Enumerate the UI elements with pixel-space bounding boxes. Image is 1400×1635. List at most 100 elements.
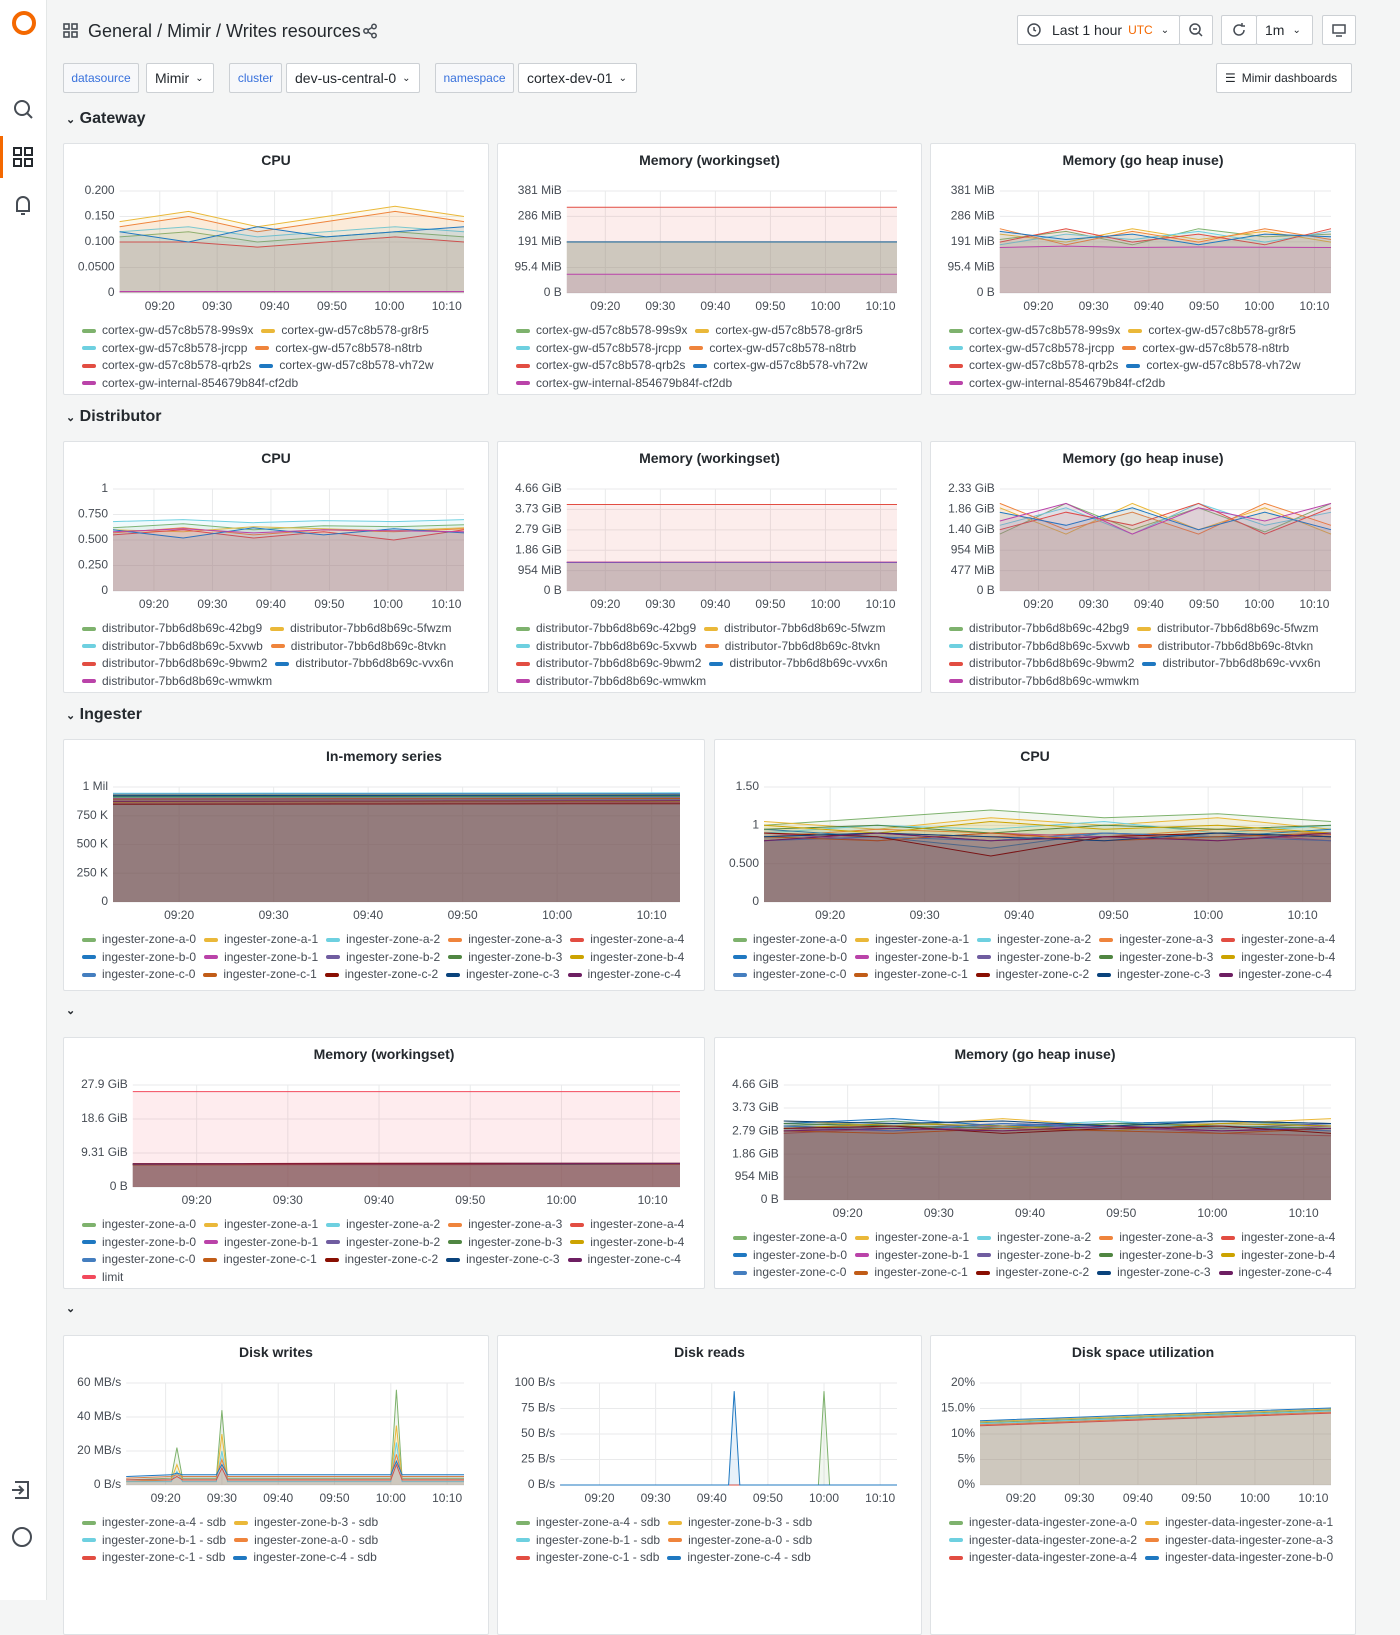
legend-item[interactable]: limit — [82, 1269, 123, 1287]
legend-item[interactable]: ingester-zone-c-2 — [325, 966, 438, 984]
breadcrumb-path[interactable]: / Mimir / Writes resources — [157, 21, 361, 41]
legend-item[interactable]: cortex-gw-d57c8b578-vh72w — [1126, 357, 1300, 375]
legend-item[interactable]: ingester-zone-b-4 — [1221, 1247, 1335, 1265]
legend-item[interactable]: ingester-zone-a-3 — [448, 1216, 562, 1234]
legend-item[interactable]: cortex-gw-d57c8b578-gr8r5 — [1128, 322, 1295, 340]
legend-item[interactable]: cortex-gw-d57c8b578-99s9x — [949, 322, 1120, 340]
legend-item[interactable]: distributor-7bb6d8b69c-42bg9 — [82, 620, 262, 638]
legend-item[interactable]: ingester-zone-b-4 — [1221, 949, 1335, 967]
legend-item[interactable]: ingester-zone-b-0 — [82, 1234, 196, 1252]
legend-item[interactable]: ingester-zone-b-4 — [570, 1234, 684, 1252]
legend-item[interactable]: ingester-zone-a-0 - sdb — [668, 1532, 812, 1550]
legend-item[interactable]: ingester-zone-b-3 — [448, 1234, 562, 1252]
legend-item[interactable]: ingester-zone-c-1 - sdb — [516, 1549, 659, 1567]
legend-item[interactable]: cortex-gw-d57c8b578-qrb2s — [82, 357, 251, 375]
legend-item[interactable]: ingester-zone-c-3 — [1097, 1264, 1210, 1282]
legend-item[interactable]: ingester-zone-c-4 - sdb — [233, 1549, 376, 1567]
signin-icon[interactable] — [12, 1482, 28, 1498]
legend-item[interactable]: ingester-zone-b-1 — [855, 1247, 969, 1265]
legend-item[interactable]: ingester-zone-c-1 — [854, 966, 967, 984]
legend-item[interactable]: ingester-zone-a-0 - sdb — [234, 1532, 378, 1550]
refresh-interval[interactable]: 1m⌄ — [1256, 15, 1313, 45]
legend-item[interactable]: ingester-zone-b-3 - sdb — [668, 1514, 812, 1532]
legend-item[interactable]: ingester-zone-a-3 — [1099, 931, 1213, 949]
legend-item[interactable]: distributor-7bb6d8b69c-9bwm2 — [516, 655, 701, 673]
legend-item[interactable]: ingester-zone-b-0 — [82, 949, 196, 967]
legend-item[interactable]: ingester-zone-c-4 — [568, 966, 681, 984]
legend-item[interactable]: cortex-gw-d57c8b578-vh72w — [693, 357, 867, 375]
legend-item[interactable]: cortex-gw-d57c8b578-n8trb — [689, 340, 856, 358]
row-header[interactable]: ⌄ Ingester — [66, 706, 142, 724]
legend-item[interactable]: ingester-zone-b-2 — [977, 949, 1091, 967]
legend-item[interactable]: cortex-gw-d57c8b578-n8trb — [255, 340, 422, 358]
legend-item[interactable]: distributor-7bb6d8b69c-8tvkn — [271, 638, 446, 656]
zoom-out[interactable] — [1179, 15, 1213, 45]
legend-item[interactable]: ingester-zone-a-2 — [326, 1216, 440, 1234]
legend-item[interactable]: ingester-data-ingester-zone-a-1 — [1145, 1514, 1333, 1532]
search-icon[interactable] — [15, 101, 29, 115]
legend-item[interactable]: distributor-7bb6d8b69c-5xvwb — [949, 638, 1130, 656]
legend-item[interactable]: distributor-7bb6d8b69c-5fwzm — [1137, 620, 1318, 638]
legend-item[interactable]: ingester-zone-c-1 - sdb — [82, 1549, 225, 1567]
legend-item[interactable]: cortex-gw-d57c8b578-99s9x — [82, 322, 253, 340]
legend-item[interactable]: distributor-7bb6d8b69c-wmwkm — [516, 673, 706, 691]
legend-item[interactable]: ingester-zone-c-3 — [446, 966, 559, 984]
legend-item[interactable]: ingester-zone-b-3 - sdb — [234, 1514, 378, 1532]
legend-item[interactable]: ingester-zone-a-1 — [855, 1229, 969, 1247]
legend-item[interactable]: ingester-zone-a-4 — [1221, 931, 1335, 949]
legend-item[interactable]: ingester-zone-c-2 — [325, 1251, 438, 1269]
legend-item[interactable]: cortex-gw-internal-854679b84f-cf2db — [516, 375, 732, 393]
legend-item[interactable]: cortex-gw-d57c8b578-jrcpp — [949, 340, 1114, 358]
legend-item[interactable]: ingester-zone-c-0 — [82, 966, 195, 984]
legend-item[interactable]: ingester-zone-c-3 — [446, 1251, 559, 1269]
legend-item[interactable]: distributor-7bb6d8b69c-42bg9 — [949, 620, 1129, 638]
legend-item[interactable]: ingester-zone-a-1 — [204, 1216, 318, 1234]
logo[interactable] — [14, 13, 34, 33]
help-icon[interactable] — [13, 1528, 31, 1546]
alert-icon[interactable] — [17, 197, 29, 214]
legend-item[interactable]: cortex-gw-d57c8b578-qrb2s — [516, 357, 685, 375]
legend-item[interactable]: ingester-zone-c-2 — [976, 966, 1089, 984]
legend-item[interactable]: ingester-zone-b-1 — [204, 949, 318, 967]
dashboard-link[interactable]: ☰Mimir dashboards — [1216, 63, 1352, 93]
legend-item[interactable]: ingester-zone-a-2 — [326, 931, 440, 949]
legend-item[interactable]: cortex-gw-internal-854679b84f-cf2db — [949, 375, 1165, 393]
legend-item[interactable]: ingester-zone-c-3 — [1097, 966, 1210, 984]
legend-item[interactable]: ingester-zone-a-2 — [977, 1229, 1091, 1247]
legend-item[interactable]: ingester-zone-a-4 - sdb — [516, 1514, 660, 1532]
row-collapse[interactable]: ⌄ — [66, 1004, 75, 1017]
legend-item[interactable]: ingester-zone-b-0 — [733, 949, 847, 967]
legend-item[interactable]: distributor-7bb6d8b69c-42bg9 — [516, 620, 696, 638]
legend-item[interactable]: ingester-zone-b-2 — [326, 1234, 440, 1252]
legend-item[interactable]: cortex-gw-internal-854679b84f-cf2db — [82, 375, 298, 393]
legend-item[interactable]: distributor-7bb6d8b69c-wmwkm — [82, 673, 272, 691]
legend-item[interactable]: ingester-zone-a-0 — [733, 931, 847, 949]
tv-mode[interactable] — [1322, 15, 1356, 45]
share-icon[interactable] — [362, 23, 378, 39]
legend-item[interactable]: ingester-zone-b-3 — [1099, 949, 1213, 967]
legend-item[interactable]: ingester-zone-a-3 — [1099, 1229, 1213, 1247]
legend-item[interactable]: distributor-7bb6d8b69c-9bwm2 — [949, 655, 1134, 673]
legend-item[interactable]: distributor-7bb6d8b69c-8tvkn — [705, 638, 880, 656]
legend-item[interactable]: ingester-zone-a-4 — [570, 931, 684, 949]
legend-item[interactable]: ingester-data-ingester-zone-a-3 — [1145, 1532, 1333, 1550]
legend-item[interactable]: ingester-zone-b-1 — [204, 1234, 318, 1252]
legend-item[interactable]: ingester-zone-a-0 — [82, 931, 196, 949]
legend-item[interactable]: ingester-zone-a-0 — [733, 1229, 847, 1247]
row-header[interactable]: ⌄ Distributor — [66, 408, 161, 426]
legend-item[interactable]: ingester-zone-a-2 — [977, 931, 1091, 949]
legend-item[interactable]: ingester-zone-a-0 — [82, 1216, 196, 1234]
legend-item[interactable]: ingester-zone-c-4 - sdb — [667, 1549, 810, 1567]
legend-item[interactable]: ingester-zone-b-2 — [977, 1247, 1091, 1265]
legend-item[interactable]: ingester-zone-c-1 — [854, 1264, 967, 1282]
legend-item[interactable]: cortex-gw-d57c8b578-jrcpp — [82, 340, 247, 358]
legend-item[interactable]: distributor-7bb6d8b69c-9bwm2 — [82, 655, 267, 673]
legend-item[interactable]: distributor-7bb6d8b69c-wmwkm — [949, 673, 1139, 691]
legend-item[interactable]: ingester-zone-c-4 — [568, 1251, 681, 1269]
legend-item[interactable]: ingester-zone-c-4 — [1219, 966, 1332, 984]
legend-item[interactable]: ingester-zone-a-1 — [855, 931, 969, 949]
legend-item[interactable]: distributor-7bb6d8b69c-5fwzm — [270, 620, 451, 638]
legend-item[interactable]: ingester-data-ingester-zone-b-0 — [1145, 1549, 1333, 1567]
breadcrumb-root[interactable]: General — [88, 21, 152, 41]
